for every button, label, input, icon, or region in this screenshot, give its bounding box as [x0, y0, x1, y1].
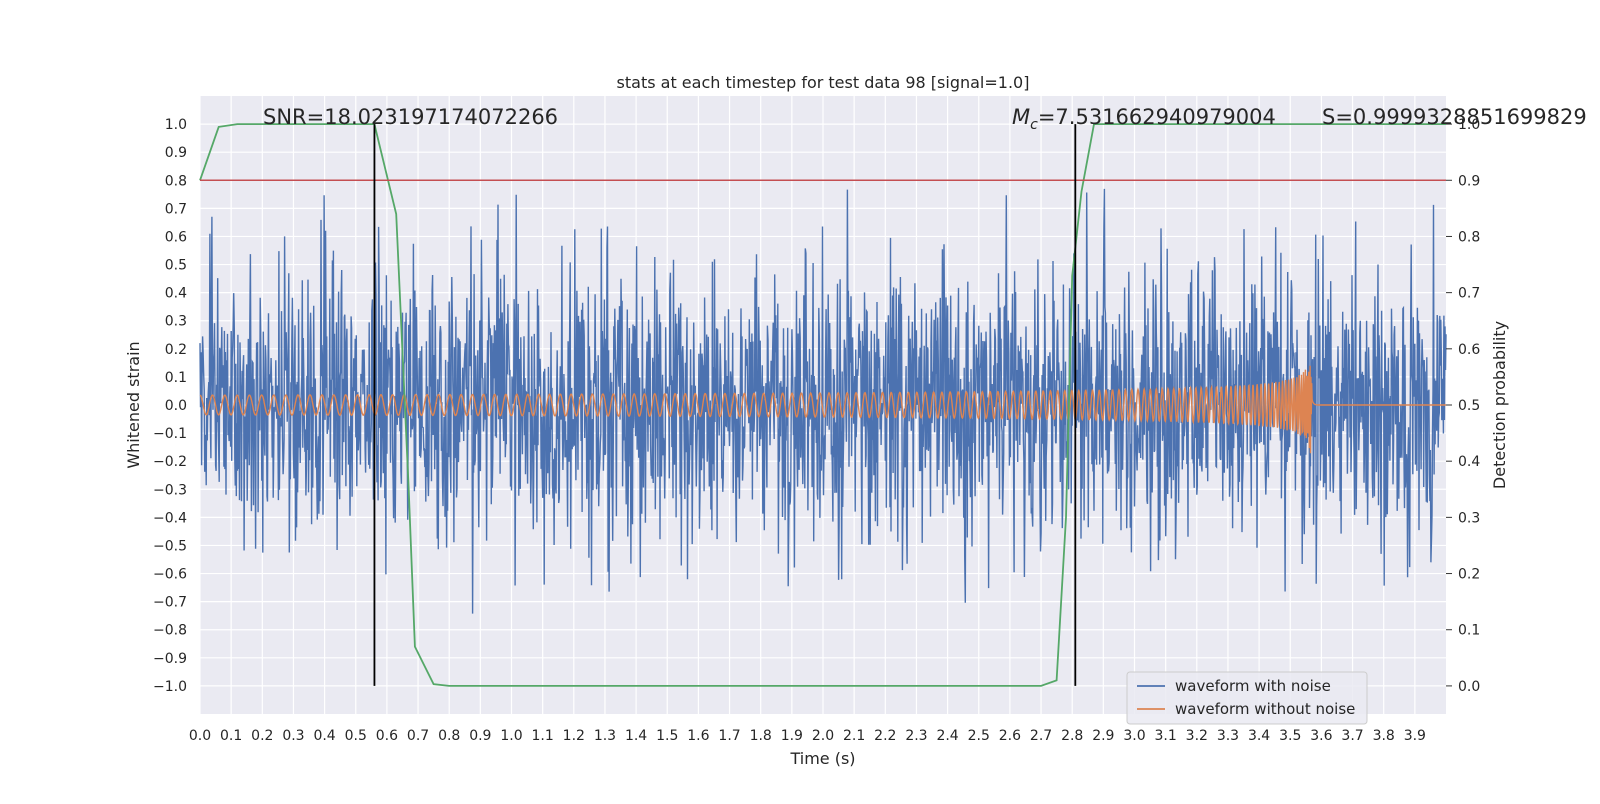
- y-tick-label-left: −0.2: [153, 454, 187, 470]
- y-tick-label-left: −0.7: [153, 595, 187, 611]
- y-tick-label-right: 0.0: [1458, 679, 1480, 695]
- y-tick-label-left: −0.6: [153, 567, 187, 583]
- x-tick-label: 0.2: [251, 728, 273, 744]
- x-tick-label: 2.3: [905, 728, 927, 744]
- y-tick-label-left: 0.3: [165, 314, 187, 330]
- score-annotation: S=0.9999328851699829: [1322, 105, 1587, 129]
- x-tick-label: 1.4: [625, 728, 647, 744]
- chirp-mass-annotation: Mc=7.531662940979004: [1012, 105, 1276, 133]
- x-tick-label: 3.8: [1373, 728, 1395, 744]
- x-tick-label: 3.1: [1155, 728, 1177, 744]
- x-tick-label: 0.4: [313, 728, 335, 744]
- x-tick-label: 3.3: [1217, 728, 1239, 744]
- y-tick-label-left: −0.3: [153, 482, 187, 498]
- y-tick-label-left: −0.4: [153, 510, 187, 526]
- snr-annotation: SNR=18.023197174072266: [263, 105, 558, 129]
- y-tick-label-left: −0.9: [153, 651, 187, 667]
- y-tick-label-right: 0.3: [1458, 510, 1480, 526]
- chart-title: stats at each timestep for test data 98 …: [617, 73, 1030, 92]
- clean-waveform-line: [199, 365, 1446, 454]
- x-tick-label: 0.8: [438, 728, 460, 744]
- x-tick-label: 0.5: [345, 728, 367, 744]
- x-axis-label: Time (s): [789, 749, 855, 768]
- chirp-mass-value: =7.531662940979004: [1038, 105, 1276, 129]
- y-tick-label-left: 1.0: [165, 117, 187, 133]
- x-tick-label: 2.9: [1092, 728, 1114, 744]
- chirp-mass-symbol: M: [1012, 105, 1030, 129]
- x-tick-label: 3.7: [1341, 728, 1363, 744]
- x-tick-label: 1.8: [750, 728, 772, 744]
- x-tick-label: 1.9: [781, 728, 803, 744]
- x-tick-label: 3.6: [1310, 728, 1332, 744]
- tick-labels: 0.0 0.1 0.2 0.3 0.4 0.5 0.6 0.7 0.8 0.9 1.0 1.1 1.2 1…: [153, 117, 1480, 744]
- y-tick-label-left: 0.1: [165, 370, 187, 386]
- x-tick-label: 1.7: [718, 728, 740, 744]
- y-tick-label-right: 1.0: [1458, 117, 1480, 133]
- x-tick-label: 1.5: [656, 728, 678, 744]
- x-tick-label: 2.1: [843, 728, 865, 744]
- legend-label-clean: waveform without noise: [1175, 700, 1355, 718]
- x-tick-label: 1.0: [500, 728, 522, 744]
- legend: waveform with noise waveform without noi…: [1126, 671, 1368, 725]
- y-tick-label-right: 0.6: [1458, 342, 1480, 358]
- x-tick-label: 3.0: [1123, 728, 1145, 744]
- y-tick-label-right: 0.5: [1458, 398, 1480, 414]
- y-axis-label-right: Detection probability: [1490, 321, 1509, 489]
- series-detection-probability: [199, 123, 1446, 687]
- y-tick-label-left: −0.1: [153, 426, 187, 442]
- x-tick-label: 2.8: [1061, 728, 1083, 744]
- x-tick-label: 2.5: [968, 728, 990, 744]
- x-tick-label: 3.2: [1186, 728, 1208, 744]
- y-tick-label-right: 0.8: [1458, 229, 1480, 245]
- noise-waveform-line: [199, 188, 1447, 614]
- y-tick-label-right: 0.9: [1458, 173, 1480, 189]
- y-tick-label-left: 0.8: [165, 173, 187, 189]
- y-tick-label-left: 0.4: [165, 286, 187, 302]
- x-tick-label: 3.9: [1404, 728, 1426, 744]
- x-tick-label: 1.6: [687, 728, 709, 744]
- x-tick-label: 3.4: [1248, 728, 1270, 744]
- legend-box: [1126, 671, 1368, 725]
- x-tick-label: 1.1: [532, 728, 554, 744]
- y-tick-label-left: 0.7: [165, 201, 187, 217]
- y-tick-label-left: 0.5: [165, 258, 187, 274]
- x-tick-label: 0.1: [220, 728, 242, 744]
- x-tick-label: 0.3: [282, 728, 304, 744]
- y-tick-label-right: 0.1: [1458, 623, 1480, 639]
- x-tick-label: 0.6: [376, 728, 398, 744]
- x-tick-label: 1.3: [594, 728, 616, 744]
- y-tick-label-left: −0.5: [153, 538, 187, 554]
- y-tick-label-left: 0.9: [165, 145, 187, 161]
- x-tick-label: 0.9: [469, 728, 491, 744]
- x-tick-label: 0.7: [407, 728, 429, 744]
- chirp-mass-subscript: c: [1030, 117, 1038, 133]
- x-tick-label: 2.6: [999, 728, 1021, 744]
- x-tick-label: 2.0: [812, 728, 834, 744]
- x-tick-label: 2.7: [1030, 728, 1052, 744]
- y-tick-label-right: 0.7: [1458, 286, 1480, 302]
- x-tick-label: 2.4: [936, 728, 958, 744]
- reference-lines: [200, 124, 1446, 686]
- x-tick-label: 0.0: [189, 728, 211, 744]
- y-tick-label-left: −1.0: [153, 679, 187, 695]
- y-tick-label-left: 0.6: [165, 229, 187, 245]
- legend-label-noise: waveform with noise: [1175, 677, 1331, 695]
- x-tick-label: 3.5: [1279, 728, 1301, 744]
- series-waveform-without-noise: [199, 365, 1446, 454]
- y-tick-label-left: 0.0: [165, 398, 187, 414]
- probability-line: [199, 123, 1446, 687]
- y-tick-label-left: −0.8: [153, 623, 187, 639]
- x-tick-label: 2.2: [874, 728, 896, 744]
- y-tick-label-right: 0.2: [1458, 567, 1480, 583]
- y-tick-label-right: 0.4: [1458, 454, 1480, 470]
- y-tick-label-left: 0.2: [165, 342, 187, 358]
- series-waveform-with-noise: [199, 188, 1447, 614]
- x-tick-label: 1.2: [563, 728, 585, 744]
- y-axis-label-left: Whitened strain: [124, 341, 143, 468]
